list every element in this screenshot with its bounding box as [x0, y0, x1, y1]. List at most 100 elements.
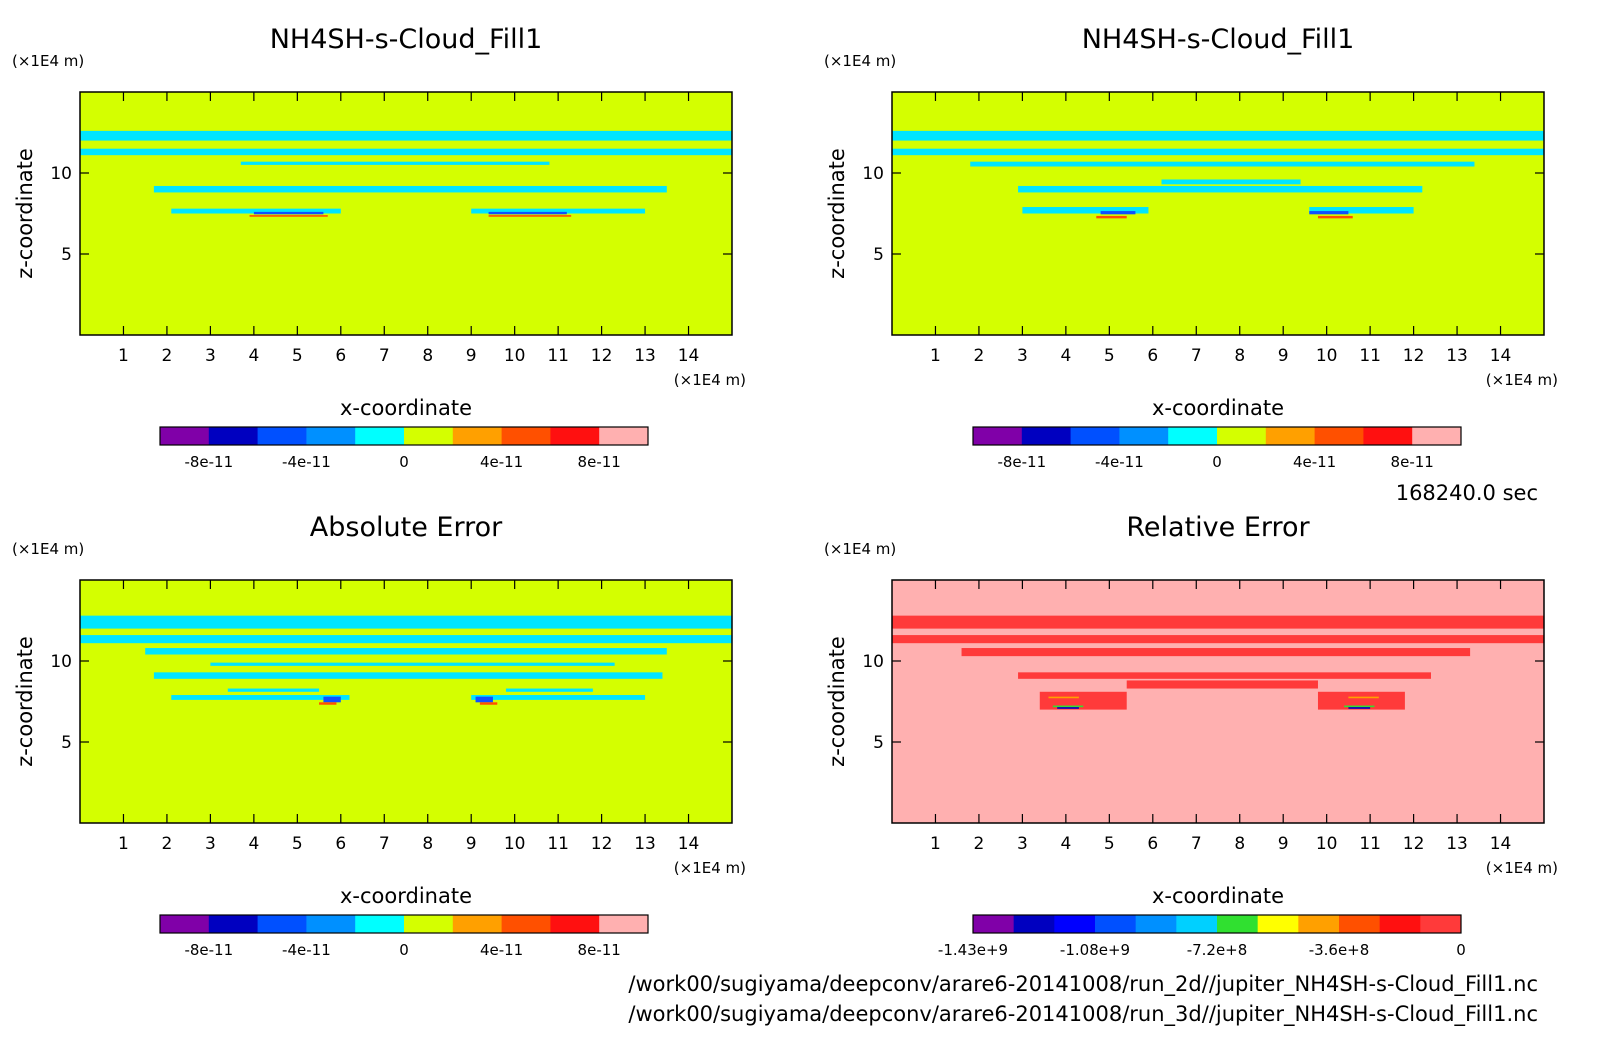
x-tick-label: 6	[335, 834, 346, 854]
x-tick-label: 12	[591, 346, 613, 366]
colorbar-swatch	[599, 915, 649, 933]
colorbar-frame	[159, 426, 649, 446]
field-band	[249, 215, 328, 217]
x-tick-label: 1	[118, 346, 129, 366]
field-band	[892, 635, 1544, 644]
field-band	[1317, 691, 1405, 710]
colorbar-swatch	[1265, 427, 1316, 445]
x-tick-label: 11	[547, 834, 569, 854]
colorbar-label: -4e-11	[282, 453, 331, 471]
x-tick-label: 13	[634, 346, 656, 366]
colorbar-swatch	[599, 427, 649, 445]
x-tick-label: 1	[118, 834, 129, 854]
field-band	[210, 662, 615, 666]
file-path-2: /work00/sugiyama/deepconv/arare6-2014100…	[628, 1002, 1538, 1027]
x-axis-label: x-coordinate	[1152, 396, 1284, 420]
x-tick-label: 10	[1316, 346, 1338, 366]
x-tick-label: 13	[1446, 346, 1468, 366]
colorbar-swatch	[160, 915, 210, 933]
colorbar-swatch	[1314, 427, 1364, 445]
x-tick-label: 11	[1359, 834, 1381, 854]
field-band	[1309, 207, 1414, 214]
plot-frame	[891, 579, 1545, 824]
colorbar-swatch	[501, 915, 551, 933]
x-tick-label: 3	[1017, 834, 1028, 854]
chart-title: NH4SH-s-Cloud_Fill1	[1082, 24, 1355, 55]
field-band	[80, 130, 732, 141]
x-tick-label: 4	[1060, 346, 1071, 366]
colorbar-swatch	[257, 915, 307, 933]
field-band	[475, 696, 493, 703]
x-tick-label: 12	[1403, 834, 1425, 854]
x-tick-label: 14	[1490, 346, 1512, 366]
colorbar-swatch	[306, 427, 356, 445]
y-tick-label: 5	[61, 733, 72, 753]
x-tick-label: 4	[248, 834, 259, 854]
x-tick-label: 3	[205, 346, 216, 366]
colorbar-swatch	[973, 427, 1023, 445]
colorbar-swatch	[452, 427, 503, 445]
chart-title: NH4SH-s-Cloud_Fill1	[270, 24, 543, 55]
colorbar-swatch	[1119, 427, 1169, 445]
x-unit-label: (×1E4 m)	[674, 859, 746, 877]
field-band	[1348, 707, 1371, 709]
field-band	[1344, 705, 1375, 708]
field-band	[80, 148, 732, 156]
x-tick-label: 2	[974, 346, 985, 366]
field-band	[153, 672, 663, 679]
chart-title: Absolute Error	[310, 512, 503, 543]
colorbar-label: -1.43e+9	[938, 941, 1008, 959]
colorbar-label: 8e-11	[1391, 453, 1434, 471]
field-band	[892, 130, 1544, 141]
x-tick-label: 10	[504, 346, 526, 366]
field-band	[253, 211, 324, 215]
plot-background	[892, 92, 1544, 335]
y-tick-label: 10	[862, 652, 884, 672]
x-tick-label: 9	[466, 834, 477, 854]
y-axis-label: z-coordinate	[825, 636, 849, 767]
colorbar-label: -8e-11	[184, 941, 233, 959]
x-tick-label: 10	[504, 834, 526, 854]
colorbar-swatch	[1135, 915, 1177, 933]
y-tick-label: 5	[61, 245, 72, 265]
x-tick-label: 5	[292, 834, 303, 854]
field-band	[145, 648, 667, 655]
x-tick-label: 7	[1191, 834, 1202, 854]
colorbar-frame	[972, 914, 1462, 934]
field-band	[1161, 179, 1301, 185]
x-tick-label: 2	[162, 834, 173, 854]
colorbar-swatch	[1339, 915, 1381, 933]
x-axis-label: x-coordinate	[1152, 884, 1284, 908]
field-band	[240, 161, 550, 165]
plot-frame	[79, 579, 733, 824]
field-band	[153, 185, 667, 193]
colorbar-swatch	[1217, 427, 1267, 445]
x-tick-label: 5	[292, 346, 303, 366]
x-tick-label: 3	[205, 834, 216, 854]
x-tick-label: 8	[1234, 346, 1245, 366]
x-tick-label: 8	[422, 834, 433, 854]
colorbar-label: -4e-11	[1095, 453, 1144, 471]
field-band	[171, 208, 341, 214]
y-axis-label: z-coordinate	[13, 148, 37, 279]
field-band	[1048, 696, 1079, 699]
time-label: 168240.0 sec	[1396, 481, 1538, 505]
field-band	[1096, 215, 1127, 219]
x-tick-label: 7	[1191, 346, 1202, 366]
field-band	[171, 695, 350, 700]
x-tick-label: 12	[1403, 346, 1425, 366]
x-tick-label: 9	[1278, 834, 1289, 854]
colorbar-swatch	[1095, 915, 1137, 933]
colorbar-label: -4e-11	[282, 941, 331, 959]
x-tick-label: 1	[930, 346, 941, 366]
colorbar-swatch	[550, 915, 600, 933]
x-tick-label: 5	[1104, 834, 1115, 854]
colorbar-swatch	[1257, 915, 1299, 933]
file-path-1: /work00/sugiyama/deepconv/arare6-2014100…	[628, 972, 1538, 997]
field-band	[488, 211, 567, 215]
field-band	[961, 648, 1471, 657]
x-tick-label: 3	[1017, 346, 1028, 366]
colorbar-swatch	[1070, 427, 1120, 445]
field-band	[479, 702, 498, 705]
